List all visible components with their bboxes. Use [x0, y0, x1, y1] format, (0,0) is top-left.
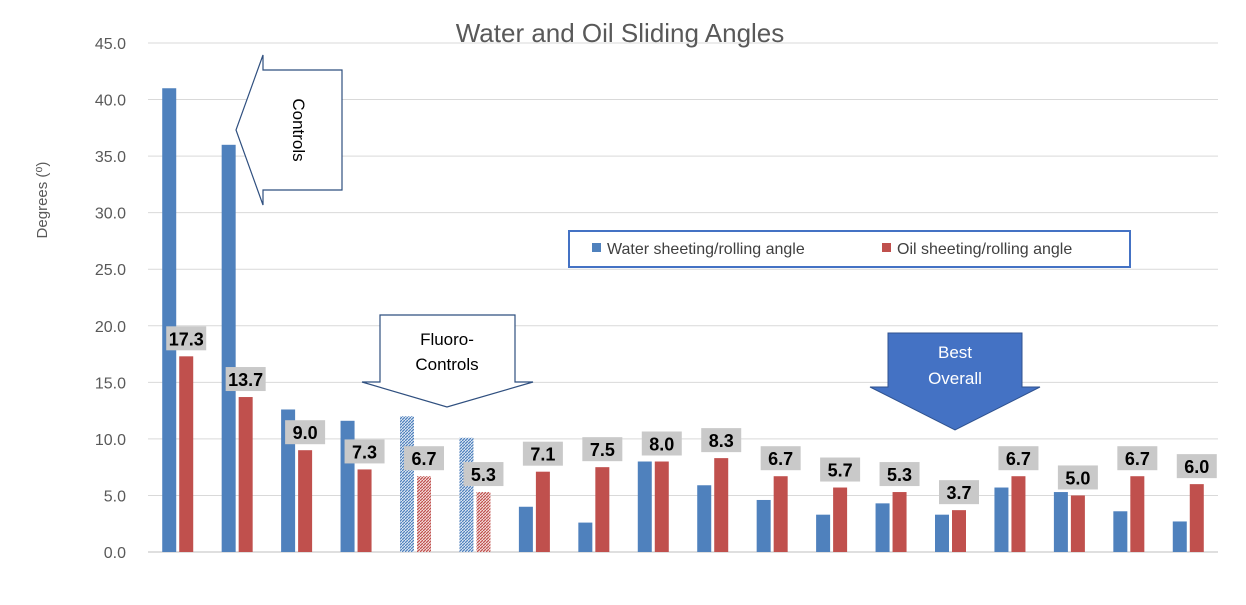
bar-oil [179, 356, 194, 552]
bar-oil [1189, 484, 1204, 552]
data-label-bg [344, 439, 385, 464]
bar-water [578, 522, 593, 552]
bar-water [935, 514, 949, 552]
bar-water [162, 88, 177, 552]
bar-water [756, 499, 771, 552]
bar-oil [417, 476, 431, 552]
data-label-oil: 6.7 [1006, 449, 1031, 469]
fluoro-callout-line1: Fluoro- [420, 330, 474, 349]
bar-water [518, 506, 533, 552]
data-label-bg [285, 420, 326, 445]
fluoro-callout-line2: Controls [415, 355, 478, 374]
y-tick-label: 30.0 [95, 206, 126, 223]
bar-oil [892, 492, 907, 552]
bar-water [1113, 511, 1128, 552]
y-tick-label: 15.0 [95, 375, 126, 392]
best-callout-line2: Overall [928, 369, 982, 388]
chart-title: Water and Oil Sliding Angles [456, 18, 785, 48]
controls-callout: Controls [235, 54, 343, 206]
y-tick-label: 45.0 [95, 36, 126, 53]
best-overall-callout: Best Overall [869, 332, 1041, 431]
y-tick-label: 35.0 [95, 149, 126, 166]
bar-water [637, 461, 652, 552]
bar-oil [535, 471, 550, 552]
data-label-bg [1057, 465, 1098, 490]
y-tick-label: 5.0 [104, 488, 126, 505]
bar-oil [238, 397, 253, 552]
data-label-bg [225, 367, 266, 392]
data-label-oil: 7.5 [590, 440, 615, 460]
fluoro-controls-callout: Fluoro- Controls [361, 314, 534, 408]
data-label-oil: 3.7 [946, 483, 971, 503]
data-label-bg [522, 441, 563, 466]
bar-oil [357, 469, 372, 552]
bar-oil [476, 492, 491, 552]
bar-water [221, 144, 236, 553]
data-label-oil: 5.7 [828, 461, 853, 481]
y-tick-label: 20.0 [95, 319, 126, 336]
y-tick-label: 40.0 [95, 93, 126, 110]
data-label-oil: 8.3 [709, 431, 734, 451]
bar-water [875, 503, 890, 552]
data-label-oil: 5.0 [1065, 468, 1090, 488]
bar-water [1172, 521, 1187, 552]
bar-oil [654, 461, 669, 552]
data-label-oil: 5.3 [887, 465, 912, 485]
data-label-bg [582, 437, 623, 462]
y-tick-label: 10.0 [95, 432, 126, 449]
data-label-bg [879, 462, 920, 487]
data-label-bg [463, 462, 504, 487]
bar-oil [1011, 476, 1026, 552]
data-label-bg [1176, 454, 1217, 479]
legend: Water sheeting/rolling angle Oil sheetin… [568, 230, 1131, 268]
data-label-oil: 6.7 [1125, 449, 1150, 469]
y-tick-label: 0.0 [104, 545, 126, 562]
bar-water [994, 487, 1009, 552]
legend-swatch-water [592, 243, 601, 252]
bar-water [400, 416, 414, 552]
data-label-bg [998, 446, 1039, 471]
data-label-bg [939, 480, 979, 505]
bar-oil [833, 487, 848, 552]
bar-water [281, 409, 296, 552]
bar-oil [714, 458, 729, 552]
data-label-bg [820, 457, 861, 482]
y-axis-label: Degrees (⁰) [34, 162, 51, 239]
legend-swatch-oil [882, 243, 891, 252]
data-label-bg [641, 431, 682, 456]
bar-water [816, 514, 831, 552]
data-label-oil: 8.0 [649, 435, 674, 455]
y-tick-label: 25.0 [95, 262, 126, 279]
data-label-bg [166, 326, 207, 351]
data-label-bg [760, 446, 801, 471]
bar-water [697, 485, 712, 552]
bar-oil [1070, 495, 1085, 552]
data-label-oil: 5.3 [471, 465, 496, 485]
legend-label-oil: Oil sheeting/rolling angle [897, 241, 1072, 258]
data-label-oil: 6.0 [1184, 457, 1209, 477]
data-label-oil: 13.7 [228, 370, 263, 390]
data-label-bg [404, 446, 444, 471]
bar-water [1053, 492, 1068, 552]
bar-oil [298, 450, 313, 552]
bar-oil [1130, 476, 1145, 552]
controls-callout-text: Controls [289, 98, 308, 161]
data-label-oil: 9.0 [293, 423, 318, 443]
data-label-oil: 6.7 [411, 449, 436, 469]
data-label-oil: 7.3 [352, 442, 377, 462]
best-callout-line1: Best [938, 343, 972, 362]
data-label-bg [1117, 446, 1158, 471]
data-label-oil: 7.1 [530, 445, 555, 465]
bar-oil [773, 476, 788, 552]
data-label-oil: 17.3 [169, 329, 204, 349]
data-label-oil: 6.7 [768, 449, 793, 469]
legend-label-water: Water sheeting/rolling angle [607, 241, 805, 258]
data-label-bg [701, 428, 742, 453]
bar-water [459, 437, 474, 552]
bar-oil [595, 467, 610, 552]
bar-oil [952, 510, 966, 552]
